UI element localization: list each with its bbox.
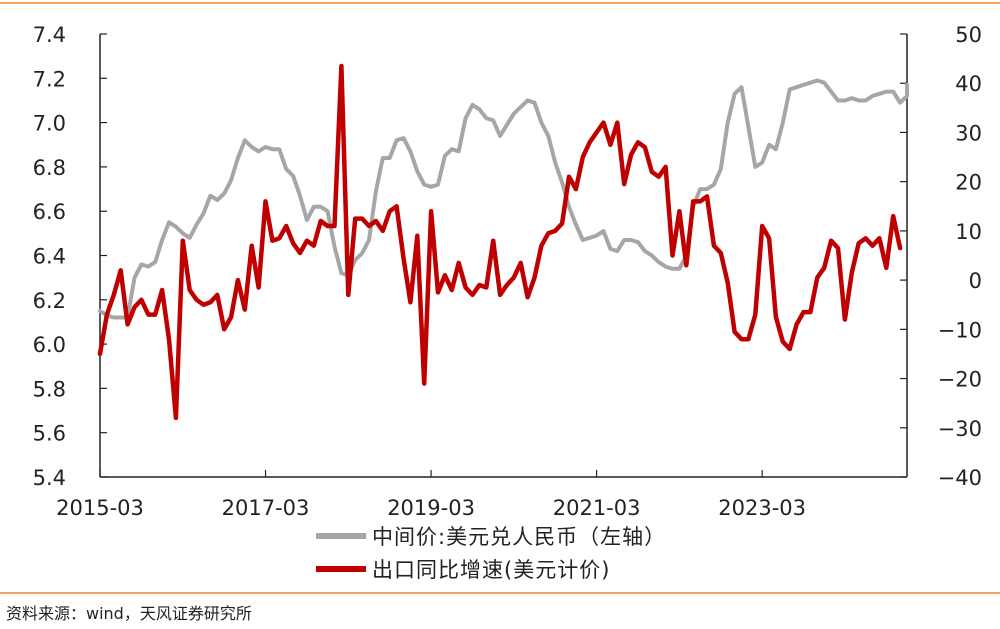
right-tick-label: −10: [938, 318, 982, 342]
right-tick-label: 30: [955, 121, 982, 145]
x-tick-label: 2019-03: [387, 496, 475, 520]
legend-label-export: 出口同比增速(美元计价): [372, 558, 610, 582]
series-line-rate: [98, 78, 909, 320]
series-line-export: [97, 63, 903, 421]
left-tick-label: 6.4: [33, 245, 66, 269]
x-tick-label: 2023-03: [718, 496, 806, 520]
plot-area: 5.4 5.6 5.8 6.0 6.2 6.4 6.6 6.8 7.0 7.2 7.4 −40 −30 −…: [33, 23, 982, 520]
left-tick-label: 5.8: [33, 377, 66, 401]
legend-label-rate: 中间价:美元兑人民币（左轴）: [372, 525, 666, 549]
left-tick-label: 6.2: [33, 289, 66, 313]
left-tick-label: 7.2: [33, 67, 66, 91]
source-note: 资料来源：wind，天风证券研究所: [6, 604, 252, 623]
x-tick-label: 2015-03: [56, 496, 144, 520]
right-tick-label: −30: [938, 417, 982, 441]
right-tick-label: −40: [938, 466, 982, 490]
left-tick-label: 6.8: [33, 156, 66, 180]
left-tick-label: 7.4: [33, 23, 66, 47]
x-tick-label: 2017-03: [222, 496, 310, 520]
left-tick-label: 5.4: [33, 466, 66, 490]
x-tick-label: 2021-03: [553, 496, 641, 520]
legend: 中间价:美元兑人民币（左轴） 出口同比增速(美元计价): [316, 525, 666, 582]
left-tick-label: 6.6: [33, 200, 66, 224]
right-tick-label: −20: [938, 368, 982, 392]
left-tick-label: 5.6: [33, 422, 66, 446]
right-tick-label: 50: [955, 23, 982, 47]
right-tick-label: 10: [955, 220, 982, 244]
right-tick-label: 20: [955, 171, 982, 195]
right-tick-label: 0: [969, 269, 982, 293]
left-tick-label: 7.0: [33, 112, 66, 136]
right-tick-label: 40: [955, 72, 982, 96]
left-tick-label: 6.0: [33, 333, 66, 357]
